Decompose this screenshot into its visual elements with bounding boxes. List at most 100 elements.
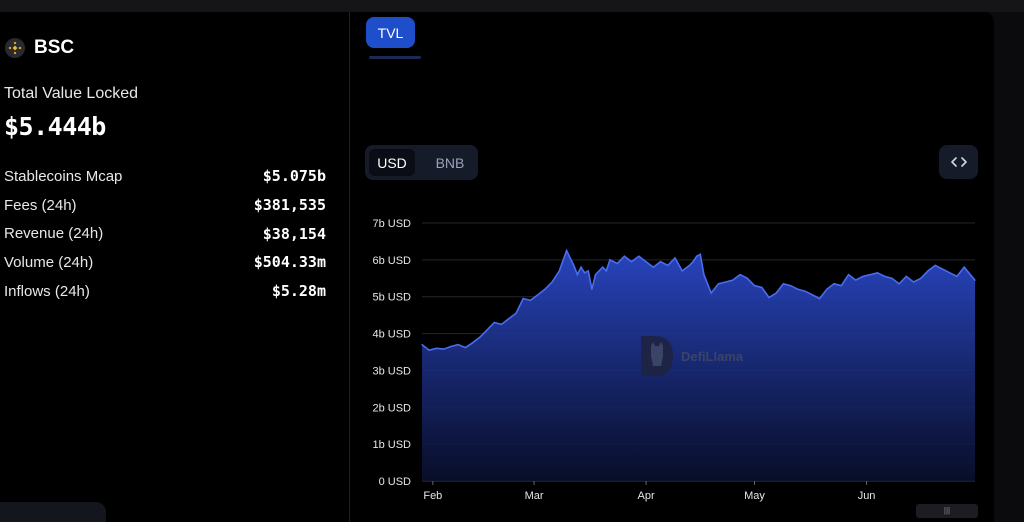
tvl-chart[interactable]: 0 USD 1b USD 2b USD 3b USD 4b USD 5b USD 6b US…: [360, 205, 980, 510]
y-tick-label: 0 USD: [379, 476, 411, 488]
tvl-point: [591, 288, 593, 290]
chain-header: BSC: [5, 37, 74, 59]
chain-name: BSC: [34, 37, 75, 58]
y-tick-label: 6b USD: [372, 255, 411, 267]
y-tick-label: 3b USD: [372, 365, 411, 377]
tvl-point: [443, 348, 445, 350]
tvl-point: [435, 347, 438, 349]
stat-label: Revenue (24h): [4, 225, 104, 243]
tvl-label: Total Value Locked: [4, 85, 139, 102]
tvl-point: [602, 266, 604, 268]
tvl-value: $5.444b: [4, 112, 106, 141]
tvl-point: [891, 277, 893, 279]
stat-row-stablecoins: Stablecoins Mcap $5.075b: [4, 162, 326, 191]
tvl-point: [659, 261, 662, 263]
tvl-point: [508, 318, 510, 320]
tvl-point: [912, 281, 915, 283]
tvl-point: [522, 297, 524, 300]
tvl-point: [609, 259, 611, 261]
tvl-point: [479, 336, 481, 338]
tvl-point: [949, 272, 951, 274]
tvl-point: [710, 292, 712, 294]
stat-label: Inflows (24h): [4, 282, 90, 300]
y-tick-label: 4b USD: [372, 329, 411, 341]
tvl-point: [576, 274, 579, 276]
tvl-point: [464, 346, 466, 349]
tvl-point: [804, 290, 806, 292]
tvl-point: [898, 283, 900, 285]
chain-stats-panel: BSC Total Value Locked $5.444b Stablecoi…: [0, 12, 349, 522]
tvl-point: [732, 279, 734, 281]
y-tick-label: 7b USD: [372, 218, 411, 230]
tvl-point: [500, 323, 503, 325]
tvl-point: [833, 283, 835, 285]
x-tick-label: Mar: [525, 490, 544, 502]
tvl-point: [963, 266, 965, 268]
tvl-point: [905, 275, 907, 278]
tvl-point: [753, 285, 756, 287]
tvl-point: [631, 261, 633, 263]
tvl-point: [818, 297, 821, 300]
tvl-point: [782, 283, 785, 285]
toggle-bnb[interactable]: BNB: [435, 154, 465, 171]
tvl-point: [876, 272, 879, 274]
tvl-point: [840, 285, 842, 287]
tab-indicator: [369, 56, 421, 59]
tvl-point: [551, 281, 553, 283]
tvl-point: [428, 349, 430, 351]
tvl-point: [544, 288, 546, 290]
tvl-point: [587, 270, 589, 272]
tvl-point: [739, 274, 741, 276]
tvl-point: [797, 288, 799, 290]
x-tick-label: Feb: [423, 490, 442, 502]
tvl-point: [674, 257, 676, 259]
stat-label: Stablecoins Mcap: [4, 167, 123, 185]
tvl-point: [847, 274, 850, 276]
tab-tvl[interactable]: TVL: [366, 17, 415, 48]
tvl-point: [580, 266, 582, 268]
stat-label: Fees (24h): [4, 196, 77, 214]
tvl-point: [667, 264, 669, 266]
watermark-text: DefiLlama: [681, 349, 744, 364]
tvl-point: [645, 261, 647, 263]
stat-row-volume: Volume (24h) $504.33m: [4, 248, 326, 277]
add-metric-button[interactable]: [0, 502, 106, 522]
tvl-point: [450, 345, 452, 348]
tvl-point: [486, 329, 488, 331]
stat-value: $5.075b: [262, 167, 326, 186]
tvl-point: [811, 294, 813, 296]
tvl-point: [775, 292, 777, 294]
stat-label: Volume (24h): [4, 253, 94, 271]
tvl-point: [515, 312, 517, 314]
tvl-point: [529, 299, 532, 301]
chart-range-handle[interactable]: |||: [916, 504, 978, 518]
stats-list: Stablecoins Mcap $5.075b Fees (24h) $381…: [4, 162, 326, 305]
tvl-area: [422, 250, 975, 481]
tvl-point: [616, 262, 618, 265]
tvl-point: [457, 344, 459, 346]
tvl-point: [974, 279, 976, 281]
tvl-point: [696, 255, 698, 257]
tvl-point: [761, 286, 763, 289]
embed-chart-button[interactable]: [939, 145, 978, 179]
code-brackets-icon: [950, 157, 967, 167]
tvl-point: [584, 272, 586, 274]
toggle-usd[interactable]: USD: [369, 149, 415, 176]
stat-value: $381,535: [253, 196, 326, 215]
stat-value: $5.28m: [271, 282, 326, 301]
y-tick-label: 1b USD: [372, 439, 411, 451]
tvl-point: [623, 255, 626, 257]
tvl-point: [934, 264, 936, 266]
tvl-point: [537, 294, 539, 296]
tvl-point: [605, 270, 607, 272]
stat-row-fees: Fees (24h) $381,535: [4, 191, 326, 220]
x-tick-label: May: [744, 490, 765, 502]
tvl-point: [725, 281, 727, 283]
y-tick-label: 2b USD: [372, 402, 411, 414]
llama-icon: [641, 336, 673, 376]
tvl-point: [573, 264, 575, 266]
tvl-point: [927, 270, 929, 272]
tvl-point: [855, 279, 857, 281]
watermark: DefiLlama: [641, 336, 744, 376]
x-tick-label: Jun: [858, 490, 876, 502]
